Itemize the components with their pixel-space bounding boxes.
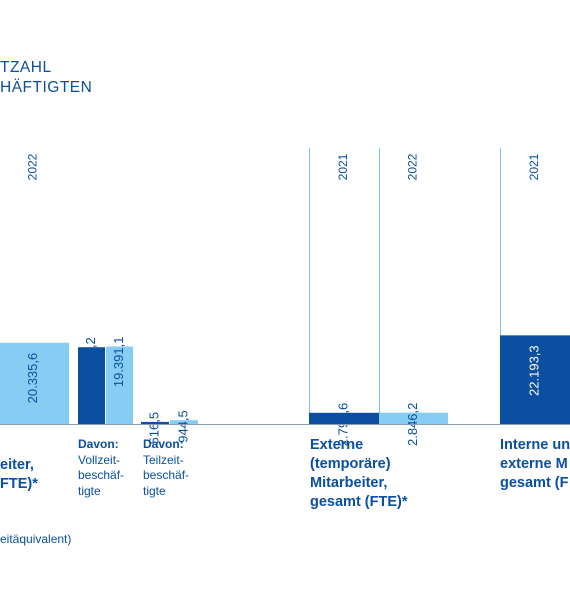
bar-4 [170,420,198,424]
chart-title-line-1: TZAHL [0,59,52,76]
chart-title-line-2: HÄFTIGTEN [0,79,93,96]
bar-value-label-1: 19.217,2 [83,337,98,388]
bar-value-label-4: 944,5 [175,410,190,443]
caption-fulltime-line-1: Vollzeit- [78,452,121,467]
bar-0 [0,342,69,424]
chart-title: TZAHL HÄFTIGTEN [0,58,92,98]
bar-year-label-6: 2022 [406,153,420,180]
caption-parttime-line-2: beschäf- [143,468,190,482]
caption-fulltime: Davon: Vollzeit- beschäf- tigte [78,437,124,499]
bar-3 [141,421,169,424]
bar-year-label-7: 2021 [527,153,541,180]
caption-external-line-3: Mitarbeiter, [310,475,388,491]
caption-internal-total: eiter, FTE)* [0,456,38,494]
bar-5 [309,412,379,424]
bar-value-label-3: 516,5 [146,412,161,445]
bar-1 [78,347,105,424]
caption-parttime-line-3: tigte [143,483,166,498]
caption-fulltime-line-3: tigte [78,483,101,498]
footnote: eitäquivalent) [0,532,72,546]
bar-2 [106,346,133,424]
caption-combined-line-2: externe M [500,456,568,472]
caption-external-line-1: Externe [310,437,364,453]
caption-combined-line-1: Interne un [500,437,570,453]
caption-external-line-2: (temporäre) [310,456,391,472]
caption-fulltime-bold: Davon: [78,437,119,451]
caption-parttime-line-1: Teilzeit- [143,452,184,467]
caption-external-total: Externe (temporäre) Mitarbeiter, gesamt … [310,436,408,512]
caption-parttime: Davon: Teilzeit- beschäf- tigte [143,437,189,499]
caption-internal-total-line-2: FTE)* [0,476,38,492]
bar-value-label-7: 22.193,3 [526,345,541,396]
bar-value-label-0: 20.335,6 [25,353,40,404]
caption-external-line-4: gesamt (FTE)* [310,494,408,510]
bar-year-label-0: 2022 [26,153,40,180]
caption-combined-total: Interne un externe M gesamt (F [500,436,570,493]
bar-year-label-5: 2021 [336,153,350,180]
bar-value-label-2: 19.391,1 [111,337,126,388]
caption-fulltime-line-2: beschäf- [78,468,125,482]
caption-combined-line-3: gesamt (F [500,475,569,491]
bar-6 [379,412,448,424]
caption-internal-total-line-1: eiter, [0,457,34,473]
bar-7 [500,335,570,424]
caption-parttime-bold: Davon: [143,437,184,451]
